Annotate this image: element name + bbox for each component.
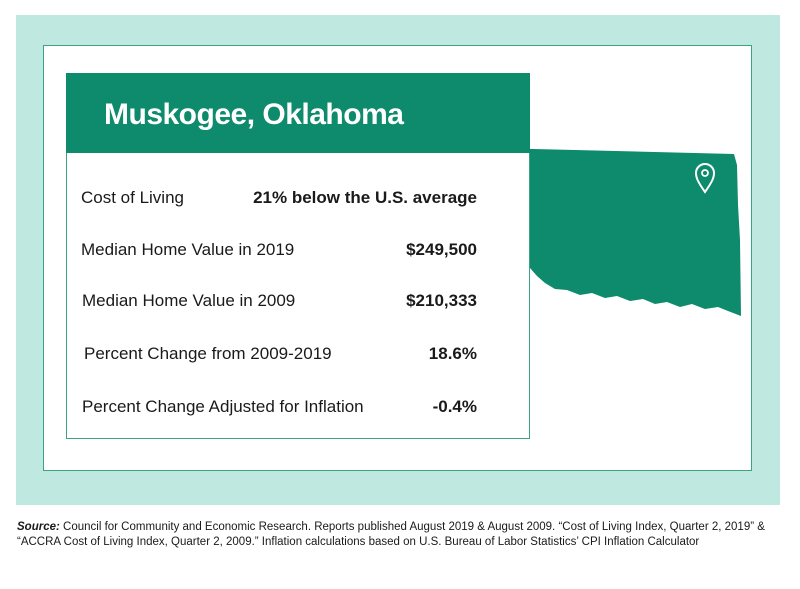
- city-title: Muskogee, Oklahoma: [104, 98, 404, 131]
- source-footnote: Source: Council for Community and Econom…: [17, 520, 787, 550]
- stat-value: $210,333: [406, 291, 477, 310]
- stat-label: Percent Change Adjusted for Inflation: [82, 397, 364, 416]
- stat-row-inflation-adjusted: Percent Change Adjusted for Inflation -0…: [82, 395, 477, 419]
- stat-label: Percent Change from 2009-2019: [84, 344, 332, 363]
- stat-label: Cost of Living: [81, 188, 184, 207]
- card-header: [66, 73, 530, 153]
- stat-value: -0.4%: [432, 397, 477, 416]
- stat-value: $249,500: [406, 240, 477, 259]
- stat-value: 21% below the U.S. average: [253, 188, 477, 207]
- stat-label: Median Home Value in 2019: [81, 240, 295, 259]
- stat-row-median-home-2009: Median Home Value in 2009 $210,333: [82, 289, 477, 313]
- stat-value: 18.6%: [428, 344, 477, 363]
- source-label: Source:: [17, 521, 60, 533]
- stat-row-cost-of-living: Cost of Living 21% below the U.S. averag…: [81, 186, 477, 210]
- stat-row-median-home-2019: Median Home Value in 2019 $249,500: [81, 238, 477, 262]
- stat-row-percent-change: Percent Change from 2009-2019 18.6%: [84, 342, 477, 366]
- stat-label: Median Home Value in 2009: [82, 291, 296, 310]
- source-text: Council for Community and Economic Resea…: [17, 521, 765, 548]
